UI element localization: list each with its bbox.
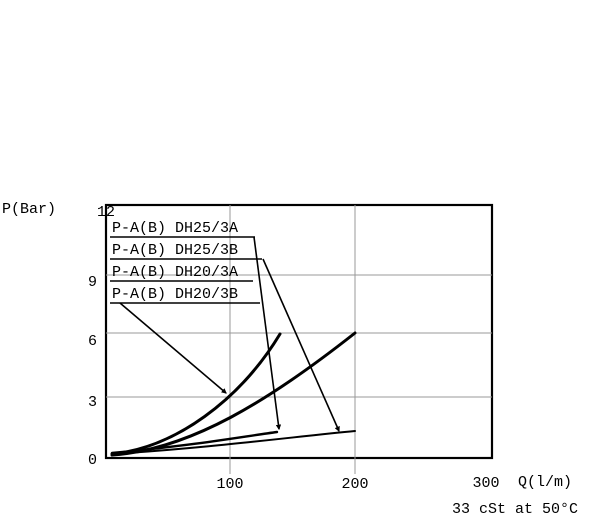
svg-text:P-A(B) DH25/3A: P-A(B) DH25/3A: [112, 220, 238, 237]
svg-text:P(Bar): P(Bar): [2, 201, 56, 218]
svg-text:12: 12: [97, 204, 115, 221]
svg-text:P-A(B) DH25/3B: P-A(B) DH25/3B: [112, 242, 238, 259]
svg-text:6: 6: [88, 333, 97, 350]
svg-text:100: 100: [216, 476, 243, 493]
svg-text:P-A(B) DH20/3A: P-A(B) DH20/3A: [112, 264, 238, 281]
svg-text:300: 300: [472, 475, 499, 492]
svg-text:P-A(B) DH20/3B: P-A(B) DH20/3B: [112, 286, 238, 303]
svg-text:Q(l/m): Q(l/m): [518, 474, 572, 491]
svg-text:0: 0: [88, 452, 97, 469]
svg-text:200: 200: [341, 476, 368, 493]
svg-text:33 cSt at 50°C: 33 cSt at 50°C: [452, 501, 578, 518]
svg-text:3: 3: [88, 394, 97, 411]
svg-text:9: 9: [88, 274, 97, 291]
